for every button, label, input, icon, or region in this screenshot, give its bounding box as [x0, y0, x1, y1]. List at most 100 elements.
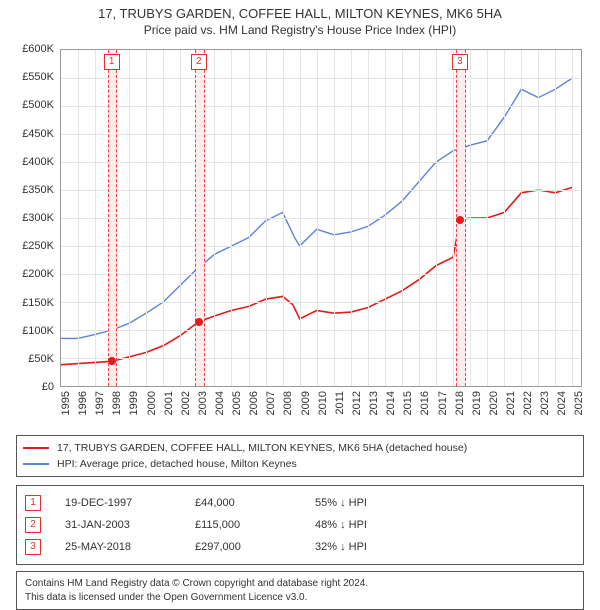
x-tick-label: 2020: [488, 391, 500, 415]
event-price: £297,000: [195, 541, 315, 553]
gridline-vertical: [300, 50, 301, 386]
event-date: 25-MAY-2018: [65, 541, 195, 553]
gridline-vertical: [538, 50, 539, 386]
gridline-horizontal: [61, 330, 581, 331]
footer-line1: Contains HM Land Registry data © Crown c…: [25, 577, 575, 591]
gridline-vertical: [555, 50, 556, 386]
gridline-vertical: [249, 50, 250, 386]
gridline-vertical: [78, 50, 79, 386]
x-tick-label: 2018: [454, 391, 466, 415]
gridline-vertical: [351, 50, 352, 386]
event-badge: 1: [25, 495, 41, 511]
event-hpi-delta: 55% ↓ HPI: [315, 497, 575, 509]
y-tick-label: £350K: [22, 184, 54, 196]
x-axis: 1995199619971998199920002001200220032004…: [60, 389, 582, 427]
gridline-vertical: [95, 50, 96, 386]
x-tick-label: 1999: [128, 391, 140, 415]
gridline-horizontal: [61, 218, 581, 219]
gridline-vertical: [453, 50, 454, 386]
y-tick-label: £250K: [22, 240, 54, 252]
legend-row: 17, TRUBYS GARDEN, COFFEE HALL, MILTON K…: [23, 440, 577, 456]
x-tick-label: 2007: [265, 391, 277, 415]
x-tick-label: 2012: [351, 391, 363, 415]
footer-attribution: Contains HM Land Registry data © Crown c…: [16, 571, 584, 610]
sale-marker-dot: [108, 357, 116, 365]
sale-event-band: [195, 50, 205, 386]
title-subtitle: Price paid vs. HM Land Registry's House …: [0, 23, 600, 37]
event-price: £115,000: [195, 519, 315, 531]
x-tick-label: 2014: [385, 391, 397, 415]
gridline-horizontal: [61, 162, 581, 163]
gridline-vertical: [419, 50, 420, 386]
y-axis: £0£50K£100K£150K£200K£250K£300K£350K£400…: [12, 49, 58, 387]
x-tick-label: 2006: [248, 391, 260, 415]
event-hpi-delta: 32% ↓ HPI: [315, 541, 575, 553]
x-tick-label: 2001: [163, 391, 175, 415]
event-row: 119-DEC-1997£44,00055% ↓ HPI: [25, 492, 575, 514]
gridline-horizontal: [61, 274, 581, 275]
gridline-vertical: [180, 50, 181, 386]
y-tick-label: £0: [42, 381, 54, 393]
events-table: 119-DEC-1997£44,00055% ↓ HPI231-JAN-2003…: [16, 485, 584, 565]
sale-marker-dot: [195, 318, 203, 326]
gridline-vertical: [163, 50, 164, 386]
legend-label: 17, TRUBYS GARDEN, COFFEE HALL, MILTON K…: [57, 442, 467, 454]
gridline-vertical: [402, 50, 403, 386]
gridline-vertical: [368, 50, 369, 386]
x-tick-label: 2010: [317, 391, 329, 415]
gridline-vertical: [385, 50, 386, 386]
gridline-vertical: [146, 50, 147, 386]
y-tick-label: £200K: [22, 268, 54, 280]
x-tick-label: 2022: [522, 391, 534, 415]
gridline-vertical: [334, 50, 335, 386]
x-tick-label: 2013: [368, 391, 380, 415]
event-hpi-delta: 48% ↓ HPI: [315, 519, 575, 531]
gridline-vertical: [129, 50, 130, 386]
gridline-horizontal: [61, 358, 581, 359]
gridline-horizontal: [61, 78, 581, 79]
x-tick-label: 2016: [419, 391, 431, 415]
event-row: 231-JAN-2003£115,00048% ↓ HPI: [25, 514, 575, 536]
sale-event-badge: 2: [191, 54, 207, 70]
y-tick-label: £150K: [22, 297, 54, 309]
x-tick-label: 2002: [180, 391, 192, 415]
x-tick-label: 2023: [539, 391, 551, 415]
gridline-horizontal: [61, 302, 581, 303]
gridline-vertical: [521, 50, 522, 386]
sale-event-band: [108, 50, 118, 386]
gridline-horizontal: [61, 190, 581, 191]
sale-event-badge: 1: [104, 54, 120, 70]
event-row: 3 25-MAY-2018£297,00032% ↓ HPI: [25, 536, 575, 558]
event-badge: 3: [25, 539, 41, 555]
x-tick-label: 2008: [282, 391, 294, 415]
x-tick-label: 1995: [60, 391, 72, 415]
gridline-vertical: [231, 50, 232, 386]
gridline-horizontal: [61, 106, 581, 107]
y-tick-label: £300K: [22, 212, 54, 224]
x-tick-label: 2021: [505, 391, 517, 415]
y-tick-label: £550K: [22, 71, 54, 83]
y-tick-label: £100K: [22, 325, 54, 337]
gridline-vertical: [470, 50, 471, 386]
gridline-horizontal: [61, 246, 581, 247]
x-tick-label: 2009: [300, 391, 312, 415]
x-tick-label: 2011: [334, 391, 346, 415]
x-tick-label: 1998: [111, 391, 123, 415]
event-date: 31-JAN-2003: [65, 519, 195, 531]
gridline-vertical: [572, 50, 573, 386]
gridline-vertical: [487, 50, 488, 386]
event-price: £44,000: [195, 497, 315, 509]
x-tick-label: 2005: [231, 391, 243, 415]
x-tick-label: 2004: [214, 391, 226, 415]
sale-marker-dot: [456, 216, 464, 224]
x-tick-label: 1996: [77, 391, 89, 415]
gridline-horizontal: [61, 134, 581, 135]
x-tick-label: 2024: [556, 391, 568, 415]
gridline-vertical: [504, 50, 505, 386]
chart-container: 17, TRUBYS GARDEN, COFFEE HALL, MILTON K…: [0, 0, 600, 590]
legend-row: HPI: Average price, detached house, Milt…: [23, 456, 577, 472]
footer-line2: This data is licensed under the Open Gov…: [25, 591, 575, 605]
x-tick-label: 2025: [573, 391, 585, 415]
chart-area: £0£50K£100K£150K£200K£250K£300K£350K£400…: [12, 47, 588, 427]
y-tick-label: £400K: [22, 156, 54, 168]
